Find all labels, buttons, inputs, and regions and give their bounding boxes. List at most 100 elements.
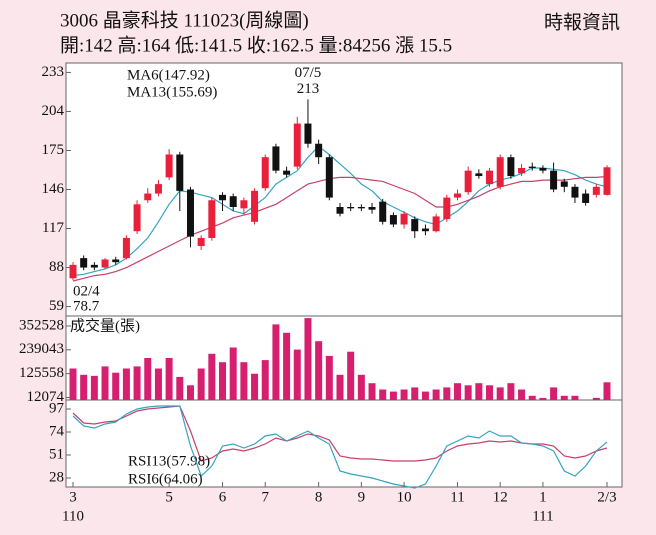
candle-body (261, 157, 269, 189)
rsi-line (72, 405, 608, 489)
candle-body (272, 146, 280, 171)
candle-body (411, 219, 419, 232)
x-tick-label: 7 (261, 489, 269, 505)
volume-bar (69, 368, 77, 400)
source: 時報資訊 (544, 11, 620, 33)
candle-body (122, 237, 130, 259)
candle-body (518, 167, 526, 174)
volume-bar (90, 375, 98, 400)
y-tick-label: 59 (49, 298, 64, 314)
candle-body (560, 181, 568, 187)
volume-bar (389, 391, 397, 400)
ma-line (72, 175, 608, 282)
volume-bar (539, 397, 547, 400)
y-tick-label: 28 (49, 469, 64, 485)
annotation-label: 07/5 (295, 65, 322, 81)
annotation-label: 02/4 (73, 284, 100, 300)
candle-body (251, 190, 259, 222)
candle-body (283, 170, 291, 175)
candle-body (336, 206, 344, 214)
volume-bar (379, 389, 387, 400)
volume-bar (507, 383, 515, 400)
candle-body (443, 197, 451, 220)
volume-bar (475, 383, 483, 400)
volume-bar (101, 366, 109, 400)
volume-bar (112, 372, 120, 400)
candle-body (315, 143, 323, 158)
x-tick-label: 3 (69, 489, 77, 505)
candle-body (571, 186, 579, 198)
annotation-value: 78.7 (73, 299, 100, 315)
candle-body (421, 228, 429, 232)
y-tick-label: 204 (42, 103, 65, 119)
candle-body (325, 157, 333, 198)
ma-line (72, 145, 608, 277)
legend-label: MA6(147.92) (127, 67, 210, 83)
y-tick-label: 51 (49, 446, 64, 462)
volume-bar (176, 376, 184, 400)
candle-body (347, 206, 355, 209)
candle-body (293, 123, 301, 167)
candle-body (507, 157, 515, 177)
y-tick-label: 88 (49, 259, 64, 275)
candle-body (144, 193, 152, 201)
volume-bar (186, 385, 194, 400)
candle-body (197, 237, 205, 247)
volume-bar (272, 324, 280, 400)
candle-body (475, 173, 483, 177)
candle-body (603, 167, 611, 195)
candle-body (582, 193, 590, 203)
x-tick-label: 5 (165, 489, 173, 505)
y-tick-label: 175 (42, 142, 65, 158)
volume-bar (518, 389, 526, 400)
volume-bar (336, 374, 344, 400)
candle-body (453, 193, 461, 198)
volume-bar (592, 397, 600, 400)
y-tick-label: 74 (49, 423, 65, 439)
volume-bar (347, 351, 355, 400)
y-tick-label: 352528 (19, 317, 64, 333)
y-tick-label: 125558 (19, 365, 64, 381)
volume-bar (133, 366, 141, 400)
legend-label: RSI13(57.98) (128, 453, 210, 469)
volume-bar (571, 395, 579, 400)
x-tick-label: 11 (450, 489, 464, 505)
title: 3006 晶豪科技 111023(周線圖) (60, 9, 309, 31)
candle-body (389, 215, 397, 225)
candle-body (368, 206, 376, 210)
volume-bar (144, 358, 152, 400)
x-tick-label: 2/3 (597, 489, 616, 505)
volume-bar (219, 362, 227, 400)
candle-body (229, 196, 237, 207)
volume-bar (208, 353, 216, 400)
legend-label: RSI6(64.06) (128, 471, 203, 487)
y-tick-label: 117 (42, 220, 64, 236)
volume-bar (550, 387, 558, 400)
candle-body (69, 264, 77, 279)
volume-bar (421, 391, 429, 400)
volume-bar (357, 374, 365, 400)
x-year-label: 111 (532, 508, 553, 524)
volume-bar (122, 368, 130, 400)
candle-body (165, 154, 173, 178)
candle-body (186, 189, 194, 237)
x-tick-label: 9 (358, 489, 366, 505)
y-tick-label: 233 (42, 64, 65, 80)
candle-body (464, 170, 472, 193)
volume-bar (197, 368, 205, 400)
volume-bar (368, 383, 376, 400)
plot-frame (65, 62, 623, 488)
volume-bar (251, 373, 259, 400)
volume-bar (486, 385, 494, 400)
volume-bar (560, 395, 568, 400)
candle-body (219, 194, 227, 201)
volume-bar (240, 362, 248, 400)
volume-bar (304, 318, 312, 400)
volume-bar (400, 389, 408, 400)
candle-body (592, 186, 600, 195)
y-tick-label: 12074 (27, 389, 65, 405)
candle-body (528, 166, 536, 168)
rsi-line (72, 405, 608, 462)
candle-body (432, 216, 440, 232)
